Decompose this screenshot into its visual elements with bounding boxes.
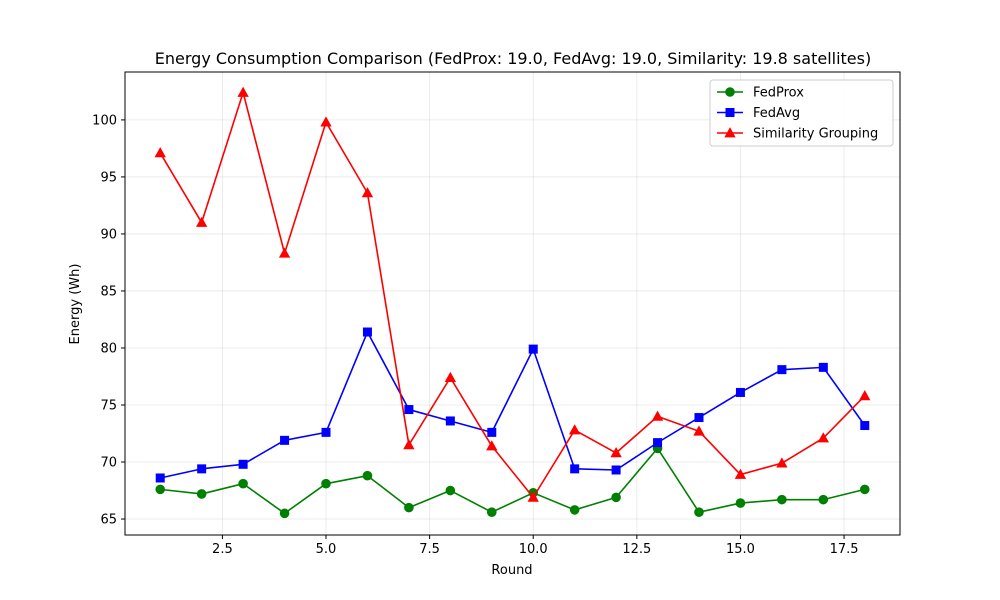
x-tick-label: 15.0 [726,542,755,557]
data-point-fedavg [570,464,580,474]
data-point-fedavg [238,459,248,469]
data-point-similarity-grouping [196,216,208,227]
data-point-fedprox [735,498,746,508]
data-point-fedprox [155,484,166,495]
data-point-fedavg [528,344,538,354]
data-point-fedprox [196,489,207,499]
series-fedavg [155,327,870,483]
data-point-similarity-grouping [403,439,415,450]
data-point-fedprox [611,492,621,503]
data-point-similarity-grouping [154,147,166,158]
legend-label-similarity-grouping: Similarity Grouping [753,127,878,142]
data-point-similarity-grouping [651,410,664,421]
legend-label-fedavg: FedAvg [753,106,800,121]
data-point-similarity-grouping [361,187,374,198]
data-point-similarity-grouping [320,116,332,127]
data-point-fedavg [321,427,331,437]
y-tick-label: 80 [100,341,117,356]
x-tick-label: 2.5 [212,542,233,557]
data-point-similarity-grouping [527,491,539,502]
series-line-similarity-grouping [159,91,866,499]
data-point-fedprox [238,478,248,489]
data-point-fedprox [859,484,870,495]
y-tick-label: 100 [92,113,117,128]
data-point-similarity-grouping [776,457,788,468]
data-point-fedavg [445,416,455,426]
x-axis-label: Round [491,563,532,578]
series-similarity-grouping [154,86,871,502]
x-tick-label: 17.5 [830,542,859,557]
legend: FedProx FedAvg Similarity Grouping [709,79,894,147]
legend-marker-similarity-grouping [724,127,736,138]
data-point-fedprox [445,485,456,496]
data-point-similarity-grouping [237,86,249,97]
y-axis-ticks: 65 70 75 80 85 90 95 100 [92,113,125,528]
data-point-fedprox [321,478,331,489]
data-point-fedavg [487,427,497,437]
legend-box [709,79,894,147]
data-point-similarity-grouping [817,432,829,443]
data-point-similarity-grouping [486,440,498,451]
x-tick-label: 12.5 [622,542,651,557]
plot-frame [124,71,901,536]
data-point-fedavg [818,362,828,372]
data-point-similarity-grouping [610,447,622,458]
y-tick-label: 65 [100,513,117,528]
data-point-similarity-grouping [734,468,747,479]
series-line-fedavg [160,331,866,479]
x-tick-label: 10.0 [519,542,548,557]
data-point-fedprox [818,494,829,505]
data-point-similarity-grouping [569,424,581,435]
chart-title: Energy Consumption Comparison (FedProx: … [155,49,871,68]
data-point-fedavg [155,473,165,483]
data-point-fedprox [362,470,373,481]
x-tick-label: 5.0 [316,542,337,557]
data-point-similarity-grouping [859,390,871,401]
data-point-fedavg [611,465,621,475]
data-point-fedavg [777,365,787,375]
y-tick-label: 95 [100,170,117,185]
x-tick-label: 7.5 [419,542,440,557]
data-point-fedavg [735,387,745,397]
data-point-fedavg [362,327,372,337]
data-point-fedprox [777,494,787,505]
data-point-fedprox [569,505,580,515]
data-point-fedavg [653,438,663,448]
x-axis-ticks: 2.5 5.0 7.5 10.0 12.5 15.0 17.5 [212,535,859,557]
y-tick-label: 70 [100,456,117,471]
y-tick-label: 75 [100,398,117,413]
series-layer [154,86,871,519]
series-line-fedprox [160,447,865,515]
data-point-fedprox [279,508,290,519]
data-point-fedprox [404,502,414,513]
data-point-similarity-grouping [693,425,705,436]
data-point-fedavg [860,421,870,431]
data-point-similarity-grouping [278,247,291,258]
data-point-fedavg [694,413,704,423]
legend-marker-fedprox [725,87,735,97]
y-tick-label: 90 [100,227,117,242]
grid-lines [125,72,900,535]
legend-label-fedprox: FedProx [753,86,804,101]
legend-marker-fedavg [725,108,735,117]
data-point-fedprox [486,507,497,517]
data-point-fedavg [404,405,414,415]
data-point-similarity-grouping [444,371,456,382]
series-fedprox [155,443,870,519]
data-point-fedavg [197,464,207,474]
data-point-fedavg [280,435,290,445]
y-axis-label: Energy (Wh) [68,264,83,345]
data-point-fedprox [694,507,704,517]
y-tick-label: 85 [100,284,117,299]
